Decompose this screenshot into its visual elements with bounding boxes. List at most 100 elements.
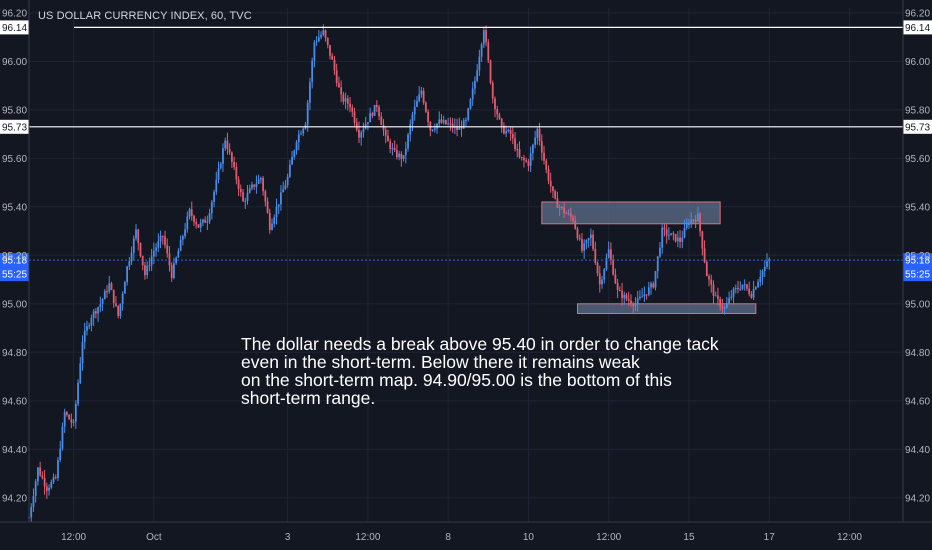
candle: [578, 234, 581, 241]
candle: [375, 100, 378, 113]
candle: [226, 132, 229, 155]
candle: [420, 86, 423, 98]
candle: [108, 275, 111, 294]
candle: [275, 198, 278, 225]
candle: [621, 282, 623, 306]
candle: [449, 117, 452, 131]
candle: [672, 231, 675, 241]
candle: [636, 290, 639, 312]
candle: [627, 291, 630, 306]
price-tag-left: [0, 253, 29, 282]
candle: [549, 172, 552, 193]
candle: [596, 261, 599, 277]
candle: [280, 185, 282, 211]
candle: [456, 118, 458, 137]
candle: [128, 257, 131, 271]
candle: [692, 219, 695, 224]
candle: [545, 158, 548, 174]
candle: [92, 308, 95, 327]
candle: [467, 107, 470, 122]
candle: [741, 284, 744, 291]
candle: [52, 473, 55, 484]
candle: [569, 207, 572, 222]
candle: [699, 212, 702, 237]
candle: [344, 92, 347, 109]
candle: [429, 121, 432, 137]
x-tick-label: 15: [683, 532, 695, 543]
candle: [442, 115, 445, 125]
candle: [482, 27, 485, 48]
candle: [409, 119, 412, 142]
candle: [661, 224, 664, 254]
candle: [291, 150, 293, 165]
candle: [768, 257, 771, 270]
candle: [511, 127, 514, 145]
consolidation-zones: [541, 201, 757, 314]
candle: [688, 218, 690, 230]
candle: [543, 145, 545, 165]
x-tick-label: 8: [445, 532, 451, 543]
candle: [94, 308, 97, 319]
candle: [685, 218, 688, 230]
candle: [88, 322, 91, 330]
candle: [471, 81, 474, 106]
candle: [244, 197, 247, 209]
horizontal-levels[interactable]: 96.14 96.14 95.73 95.73: [0, 20, 932, 134]
candle: [558, 204, 561, 216]
candle: [168, 245, 171, 272]
current-price-text-left: 95.18: [2, 256, 27, 267]
candle: [612, 254, 615, 276]
candle: [315, 36, 318, 46]
y-tick-label-right: 96.00: [905, 57, 930, 68]
candle: [199, 218, 202, 233]
candle: [696, 206, 699, 222]
candle: [667, 227, 670, 241]
candle: [112, 289, 115, 308]
candle: [126, 265, 129, 286]
candle: [373, 104, 376, 116]
candle: [144, 262, 146, 280]
candle: [734, 284, 737, 294]
candle: [413, 99, 416, 121]
candle: [121, 291, 124, 311]
candle: [554, 189, 557, 200]
candle: [228, 143, 231, 155]
candle: [616, 278, 619, 299]
candle: [146, 261, 149, 279]
candle: [32, 488, 35, 512]
candle: [480, 42, 483, 62]
candle: [632, 301, 635, 314]
candle: [378, 104, 380, 121]
candle: [77, 379, 79, 407]
zone-rect-1[interactable]: [541, 201, 721, 225]
candle: [175, 256, 178, 265]
candle: [364, 116, 367, 130]
candle: [48, 484, 50, 496]
candle: [474, 76, 476, 95]
candle: [324, 29, 327, 42]
zone-rect-2[interactable]: [576, 303, 757, 314]
candle: [605, 253, 608, 271]
candle: [351, 104, 354, 117]
candle: [395, 144, 398, 160]
candle: [523, 154, 525, 168]
candle: [380, 112, 383, 126]
candle: [152, 242, 155, 265]
candle: [83, 322, 86, 350]
candle: [268, 208, 271, 234]
candle: [99, 296, 102, 313]
candle: [253, 184, 256, 190]
candle: [654, 270, 657, 291]
level-tag-left: [0, 20, 29, 35]
candle: [271, 218, 273, 231]
candle: [589, 228, 592, 247]
candle: [487, 39, 490, 64]
candle: [141, 255, 144, 271]
candle: [157, 233, 160, 253]
candle: [30, 503, 33, 522]
candle: [712, 280, 715, 304]
y-tick-label-right: 95.60: [905, 154, 930, 165]
grid: [29, 8, 903, 522]
